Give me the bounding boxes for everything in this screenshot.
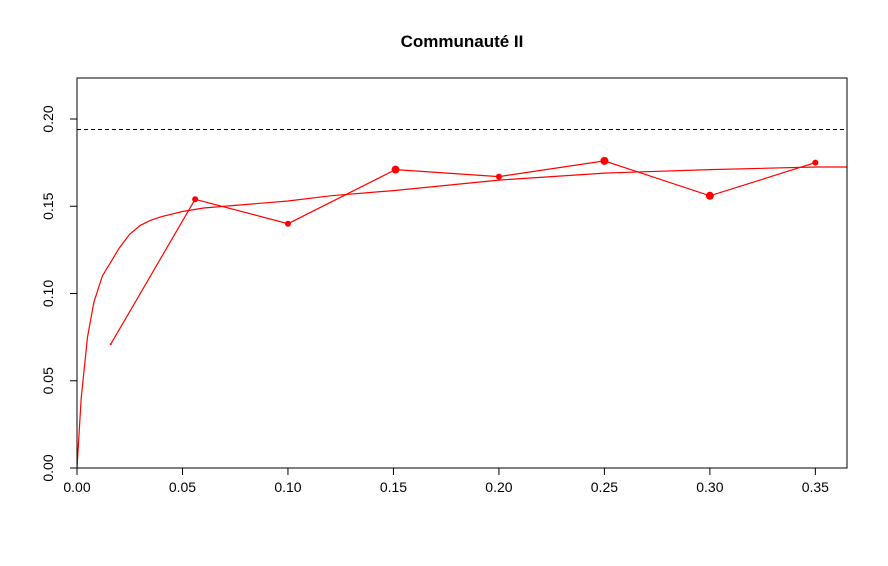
y-tick-label: 0.20 (40, 105, 56, 132)
x-tick-label: 0.05 (169, 479, 196, 495)
y-tick-label: 0.10 (40, 280, 56, 307)
x-tick-label: 0.25 (591, 479, 618, 495)
x-tick-label: 0.10 (274, 479, 301, 495)
x-tick-label: 0.20 (485, 479, 512, 495)
data-point (391, 165, 400, 174)
data-point (192, 196, 199, 203)
data-point (495, 173, 502, 180)
y-tick-label: 0.05 (40, 367, 56, 394)
y-tick-label: 0.00 (40, 454, 56, 481)
y-tick-label: 0.15 (40, 192, 56, 219)
x-tick-label: 0.35 (802, 479, 829, 495)
data-point (109, 343, 112, 346)
observed-series-line (110, 160, 816, 345)
data-point (284, 220, 291, 227)
data-point (600, 156, 609, 165)
x-tick-label: 0.00 (63, 479, 90, 495)
chart-title: Communauté II (401, 32, 524, 51)
data-point (812, 159, 819, 166)
data-point (705, 191, 714, 200)
x-tick-label: 0.15 (380, 479, 407, 495)
x-tick-label: 0.30 (696, 479, 723, 495)
fit-curve-line (76, 166, 847, 469)
plot-frame (76, 77, 848, 469)
